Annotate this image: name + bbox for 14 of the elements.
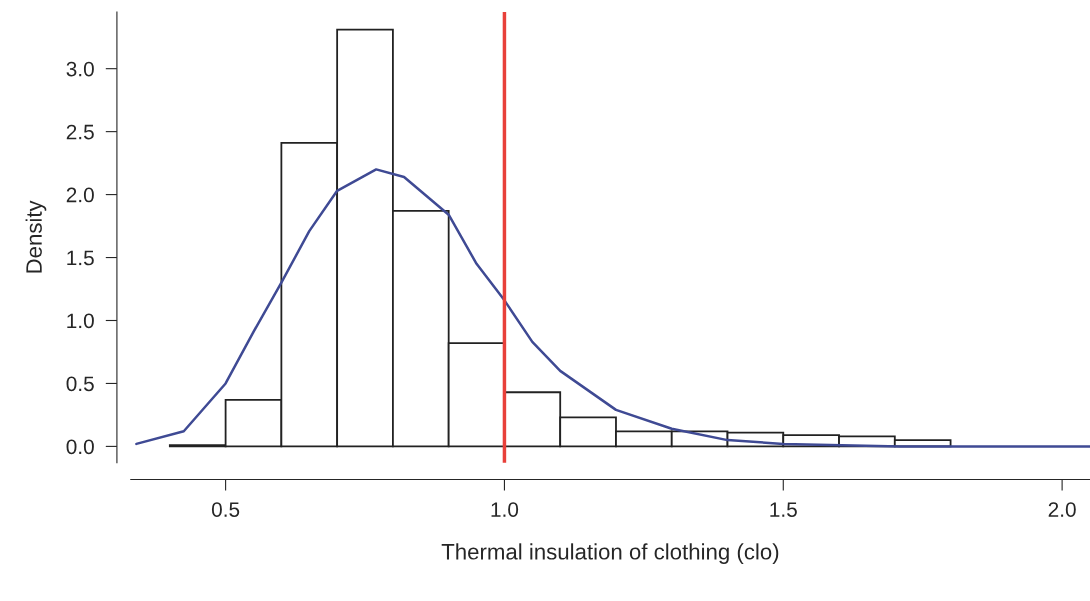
y-tick-label: 2.5 xyxy=(66,124,94,140)
y-tick-label: 2.0 xyxy=(66,187,94,203)
y-tick-label: 1.5 xyxy=(67,250,94,266)
y-tick-label: 1.0 xyxy=(67,313,94,329)
x-axis-title: Thermal insulation of clothing (clo) xyxy=(441,543,779,565)
x-tick-label: 2.0 xyxy=(1048,502,1076,517)
y-tick-label: 0.5 xyxy=(66,376,94,392)
x-tick-label: 1.5 xyxy=(770,502,797,517)
y-tick-label: 0.0 xyxy=(66,439,94,455)
y-axis-title: Density xyxy=(25,200,47,273)
x-tick-label: 1.0 xyxy=(491,502,519,517)
x-tick-label: 0.5 xyxy=(211,502,240,517)
line-series xyxy=(135,168,1090,448)
y-tick-label: 3.0 xyxy=(66,61,94,77)
